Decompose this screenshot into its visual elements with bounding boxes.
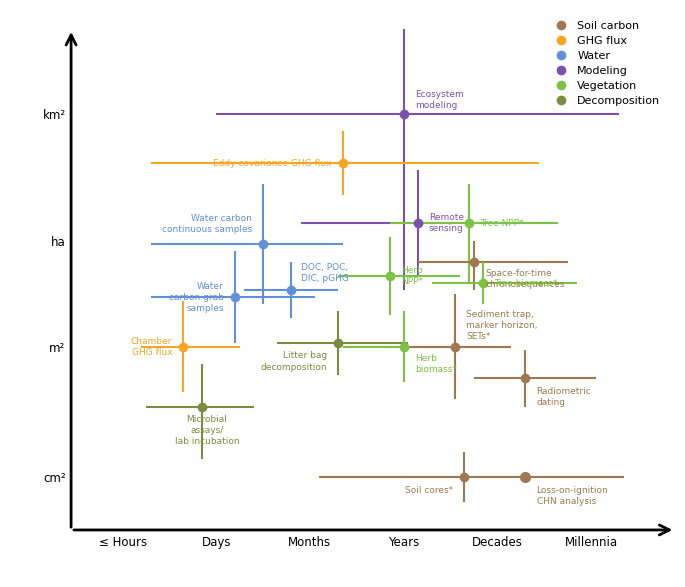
Text: Ecosystem
modeling: Ecosystem modeling (415, 90, 464, 110)
Text: Water
carbon grab
samples: Water carbon grab samples (169, 282, 224, 313)
Text: Tree biomass*: Tree biomass* (495, 279, 558, 288)
Text: Radiometric
dating: Radiometric dating (536, 387, 591, 407)
Text: Herb
NPP*: Herb NPP* (401, 266, 423, 286)
Text: Water carbon
continuous samples: Water carbon continuous samples (162, 214, 252, 234)
Text: Herb
biomass*: Herb biomass* (415, 353, 457, 374)
Text: Tree NPP*: Tree NPP* (480, 218, 524, 228)
Text: Loss-on-ignition
CHN analysis: Loss-on-ignition CHN analysis (536, 485, 608, 505)
Text: Sediment trap,
marker horizon,
SETs*: Sediment trap, marker horizon, SETs* (466, 310, 538, 341)
Text: Litter bag
decomposition: Litter bag decomposition (260, 352, 327, 372)
Text: DOC, POC,
DIC, pGHG: DOC, POC, DIC, pGHG (301, 263, 349, 283)
Text: Eddy covariance GHG flux: Eddy covariance GHG flux (213, 158, 332, 168)
Text: Soil cores*: Soil cores* (405, 485, 453, 494)
Text: Space-for-time
chronosequences: Space-for-time chronosequences (485, 269, 564, 289)
Text: Chamber
GHG flux: Chamber GHG flux (131, 336, 172, 356)
Text: Microbial
assays/
lab incubation: Microbial assays/ lab incubation (175, 415, 239, 446)
Legend: Soil carbon, GHG flux, Water, Modeling, Vegetation, Decomposition: Soil carbon, GHG flux, Water, Modeling, … (549, 21, 660, 106)
Text: Remote
sensing: Remote sensing (429, 213, 464, 233)
